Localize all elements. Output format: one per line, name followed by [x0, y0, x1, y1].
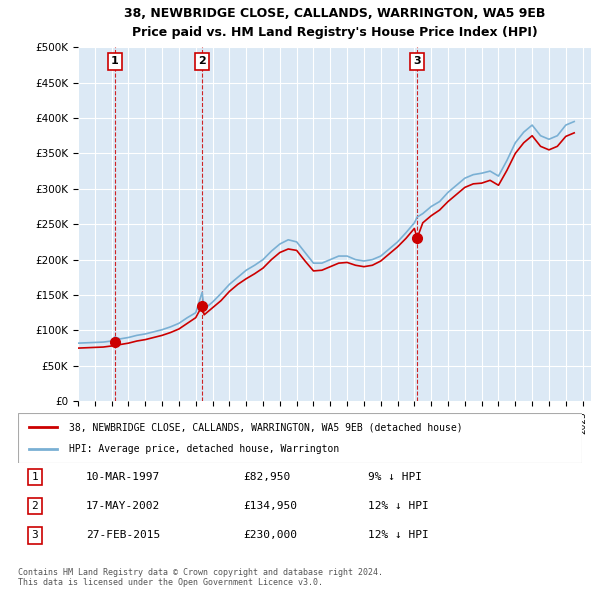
Text: £82,950: £82,950 — [244, 472, 291, 482]
Text: 38, NEWBRIDGE CLOSE, CALLANDS, WARRINGTON, WA5 9EB (detached house): 38, NEWBRIDGE CLOSE, CALLANDS, WARRINGTO… — [69, 422, 463, 432]
Text: 3: 3 — [32, 530, 38, 540]
Text: 1: 1 — [111, 57, 119, 66]
Text: 9% ↓ HPI: 9% ↓ HPI — [368, 472, 422, 482]
Text: 12% ↓ HPI: 12% ↓ HPI — [368, 530, 428, 540]
Text: 2: 2 — [32, 501, 38, 511]
Text: 27-FEB-2015: 27-FEB-2015 — [86, 530, 160, 540]
Title: 38, NEWBRIDGE CLOSE, CALLANDS, WARRINGTON, WA5 9EB
Price paid vs. HM Land Regist: 38, NEWBRIDGE CLOSE, CALLANDS, WARRINGTO… — [124, 7, 545, 39]
Text: 10-MAR-1997: 10-MAR-1997 — [86, 472, 160, 482]
Text: HPI: Average price, detached house, Warrington: HPI: Average price, detached house, Warr… — [69, 444, 339, 454]
Text: Contains HM Land Registry data © Crown copyright and database right 2024.
This d: Contains HM Land Registry data © Crown c… — [18, 568, 383, 587]
Text: £230,000: £230,000 — [244, 530, 298, 540]
Text: £134,950: £134,950 — [244, 501, 298, 511]
Text: 1: 1 — [32, 472, 38, 482]
Text: 12% ↓ HPI: 12% ↓ HPI — [368, 501, 428, 511]
Text: 3: 3 — [413, 57, 421, 66]
FancyBboxPatch shape — [18, 413, 582, 463]
Text: 2: 2 — [198, 57, 206, 66]
Text: 17-MAY-2002: 17-MAY-2002 — [86, 501, 160, 511]
